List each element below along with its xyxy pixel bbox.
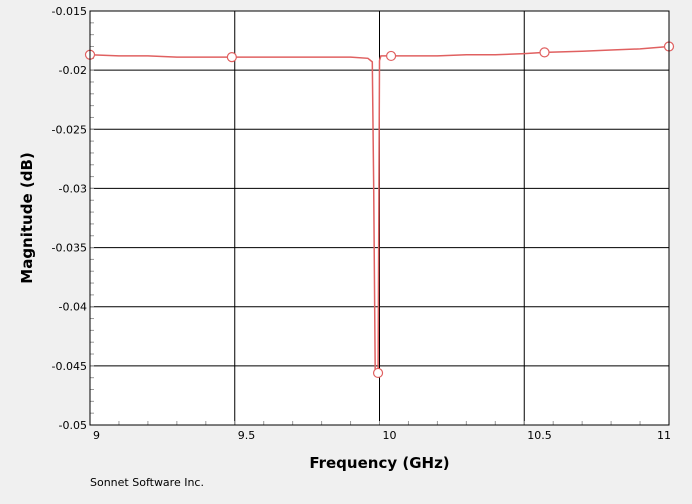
- y-tick-labels: -0.015 -0.02 -0.025 -0.03 -0.035 -0.04 -0.045 -…: [52, 5, 87, 432]
- footer-credit: Sonnet Software Inc.: [90, 476, 204, 489]
- x-axis-title: Frequency (GHz): [309, 454, 449, 472]
- y-tick-label: -0.03: [59, 182, 87, 195]
- y-tick-label: -0.02: [59, 64, 87, 77]
- data-point: [372, 367, 384, 379]
- y-tick-label: -0.04: [59, 301, 87, 314]
- x-tick-label: 10.5: [527, 429, 552, 442]
- y-tick-label: -0.035: [52, 242, 87, 255]
- y-tick-label: -0.045: [52, 360, 87, 373]
- y-tick-label: -0.025: [52, 123, 87, 136]
- x-tick-label: 9: [93, 429, 100, 442]
- y-tick-label: -0.015: [52, 5, 87, 18]
- x-tick-label: 9.5: [238, 429, 256, 442]
- y-axis-title: Magnitude (dB): [18, 152, 36, 283]
- data-point: [539, 47, 550, 58]
- x-tick-label: 11: [657, 429, 671, 442]
- y-tick-label: -0.05: [59, 419, 87, 432]
- data-point: [385, 50, 397, 62]
- plot-border: [89, 10, 670, 426]
- data-point: [226, 52, 237, 63]
- x-tick-label: 10: [383, 429, 397, 442]
- x-tick-labels: 9 9.5 10 10.5 11: [93, 429, 671, 442]
